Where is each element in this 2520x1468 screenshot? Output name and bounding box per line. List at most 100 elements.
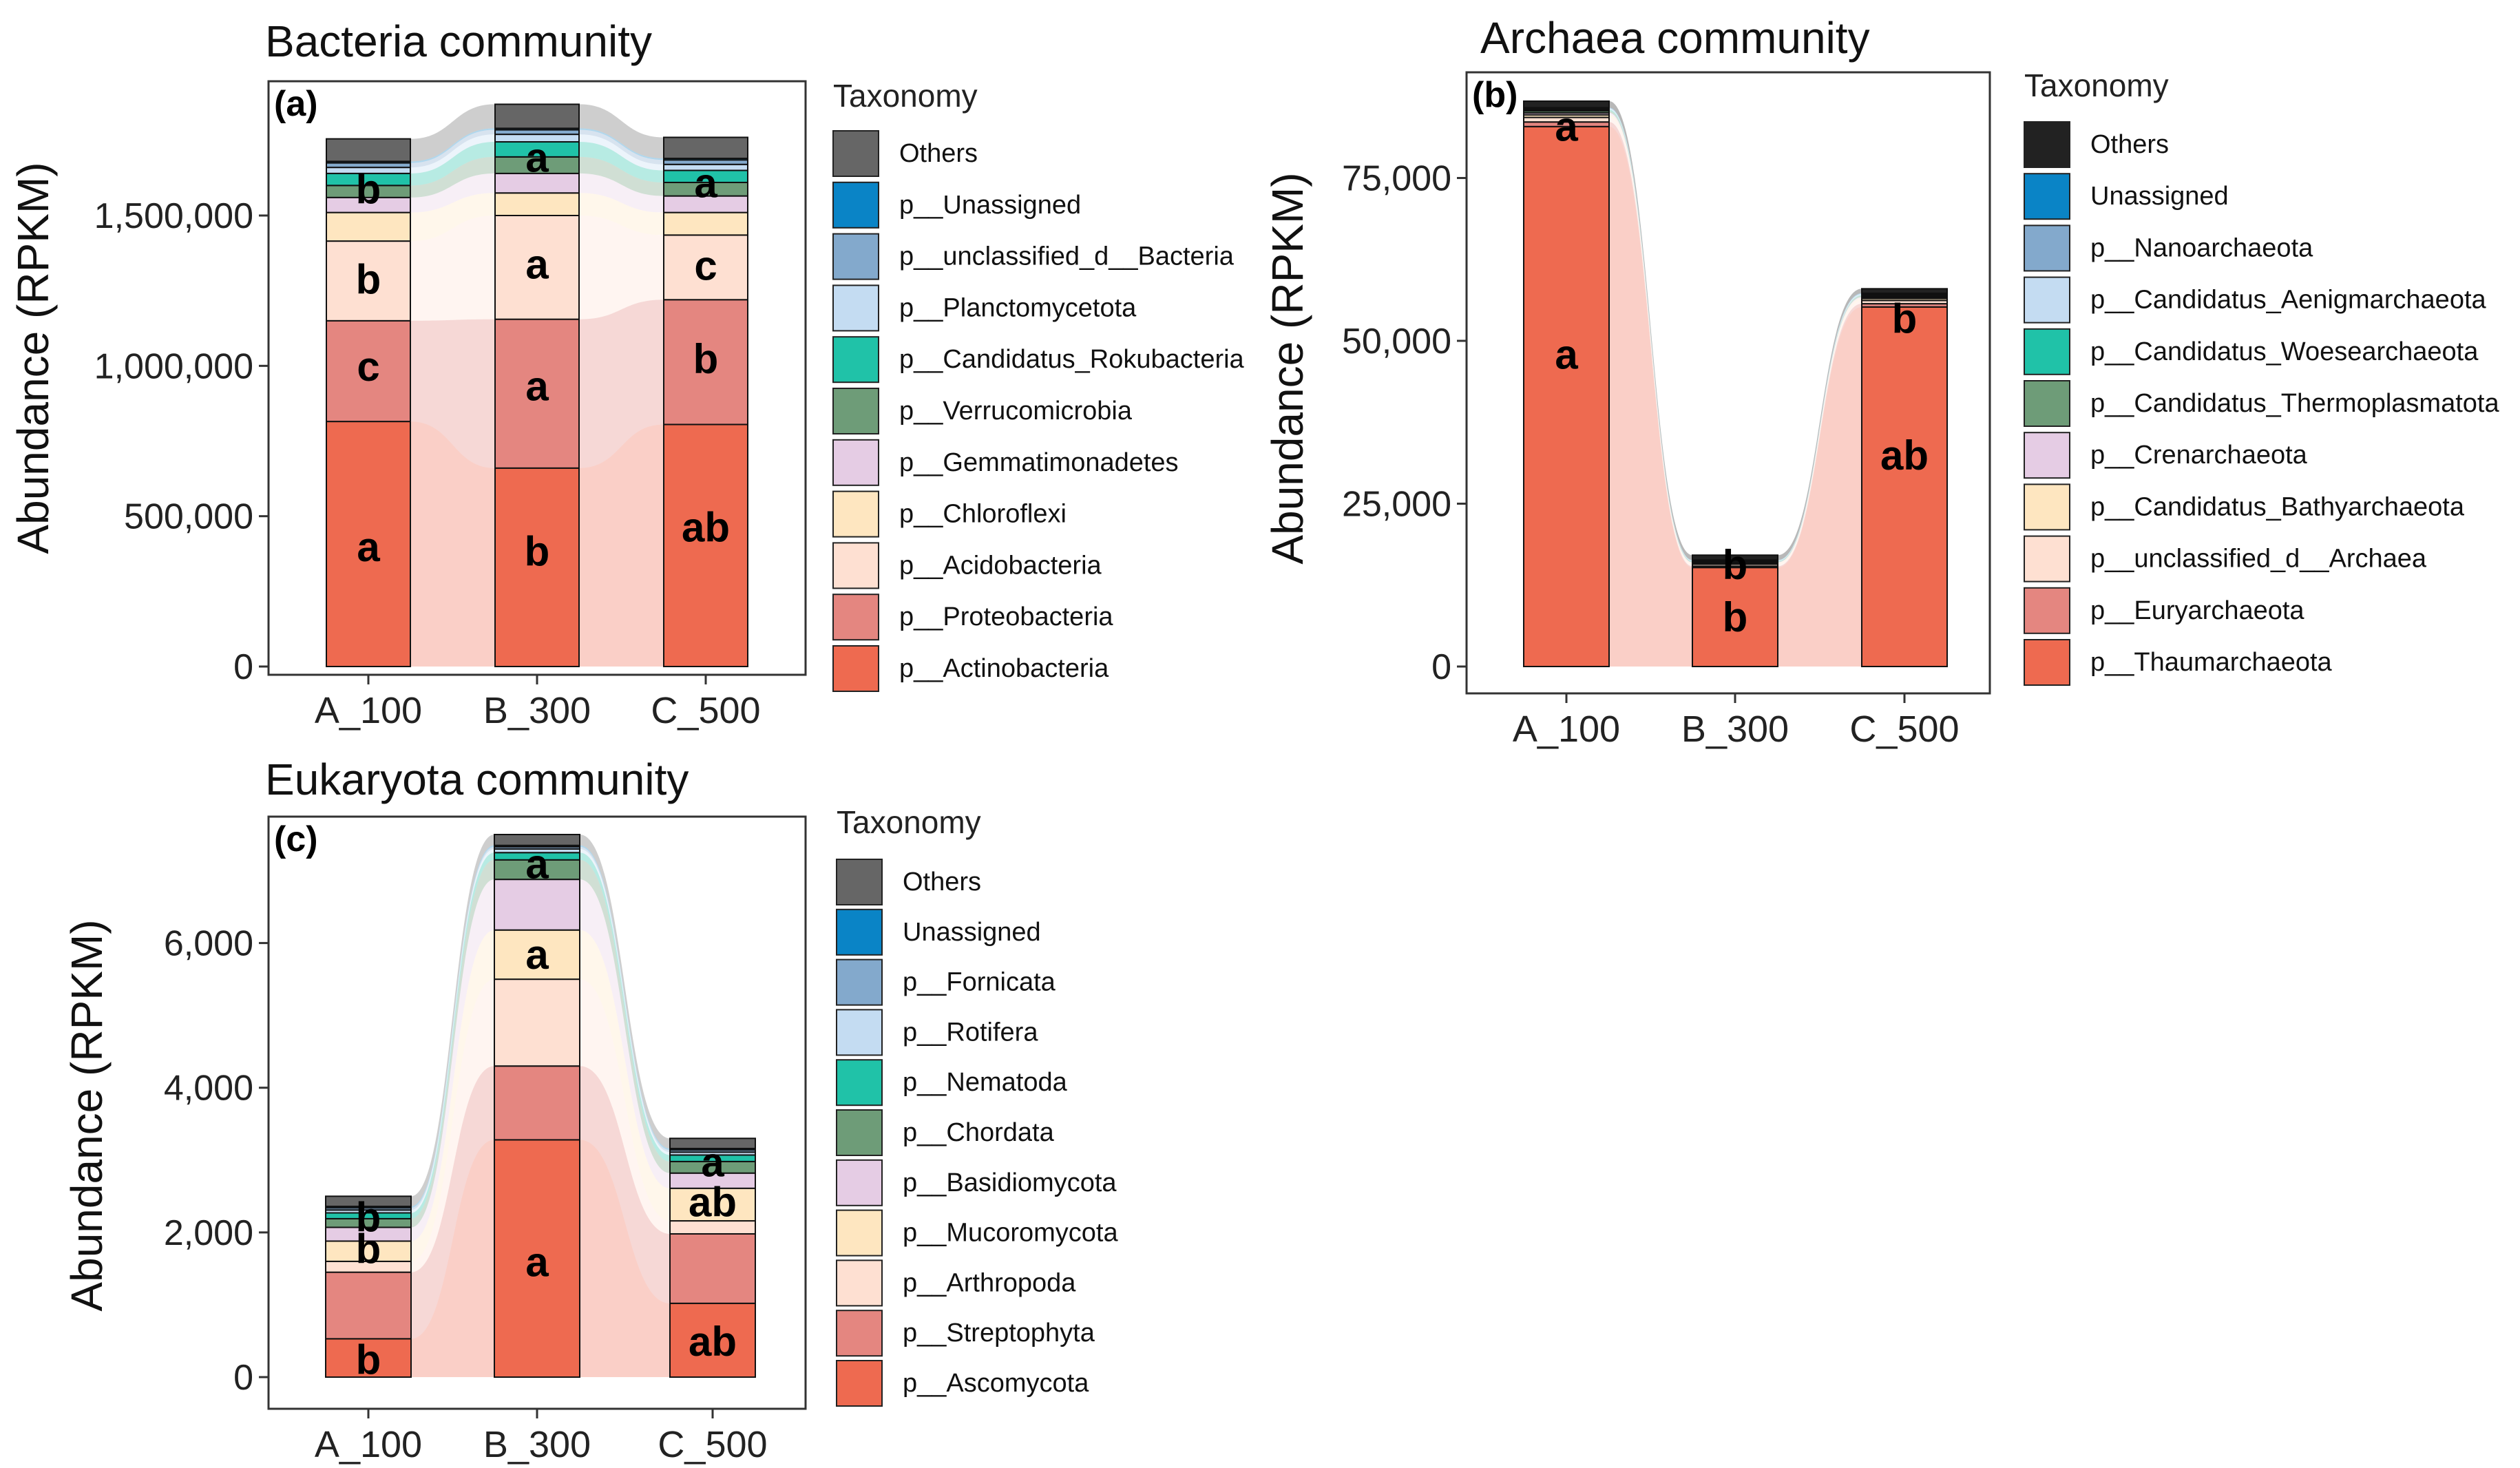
archaea-letter-5: b	[1892, 296, 1918, 342]
bacteria-legend-label-Others: Others	[899, 139, 978, 168]
bacteria-ytick-label-3: 1,500,000	[94, 196, 253, 236]
eukaryota-bar-C_500-p__Streptophyta	[669, 1233, 756, 1304]
eukaryota-flow-p__Arthropoda	[326, 979, 755, 1272]
bacteria-legend-title: Taxonomy	[833, 78, 978, 114]
eukaryota-ytick-label-2: 4,000	[164, 1069, 253, 1109]
bacteria-legend-label-p__Chloroflexi: p__Chloroflexi	[899, 500, 1067, 529]
bacteria-panel-label: (a)	[274, 84, 318, 124]
bacteria-bar-B_300-p__Proteobacteria	[494, 318, 580, 469]
archaea-bar-C_500-p__Thaumarchaeota	[1861, 306, 1948, 667]
eukaryota-letter-3: a	[525, 1239, 549, 1285]
bacteria-letter-6: a	[525, 241, 549, 287]
eukaryota-legend-label-p__Rotifera: p__Rotifera	[903, 1018, 1038, 1047]
bacteria-bar-A_100-Others	[326, 138, 411, 162]
archaea-flow-ribbons	[1524, 101, 1947, 667]
bacteria-legend-swatch-p__Gemmatimonadetes	[832, 439, 879, 486]
eukaryota-chart: Eukaryota communitybbbaaaababa(c)02,0004…	[62, 755, 1118, 1465]
eukaryota-letter-1: b	[356, 1226, 381, 1272]
bacteria-letter-3: b	[356, 166, 381, 212]
eukaryota-y-axis: 0 2,000 4,000 6,000	[164, 924, 269, 1398]
archaea-legend: Taxonomy Others Unassigned p__Nanoarchaeota…	[2024, 67, 2499, 686]
bacteria-letter-5: a	[525, 363, 549, 409]
bacteria-legend: Taxonomy Others p__Unassigned p__unclassifi…	[832, 78, 1245, 692]
eukaryota-legend-swatch-p__Ascomycota	[836, 1360, 883, 1407]
archaea-letter-2: b	[1723, 594, 1748, 640]
eukaryota-legend-swatch-Others	[836, 859, 883, 905]
eukaryota-flow-p__Rotifera	[326, 849, 755, 1213]
archaea-legend-title: Taxonomy	[2024, 67, 2169, 103]
eukaryota-ytick-label-3: 6,000	[164, 924, 253, 964]
bacteria-flow-Others	[326, 104, 748, 162]
archaea-letter-3: b	[1723, 542, 1748, 588]
bacteria-legend-label-p__Actinobacteria: p__Actinobacteria	[899, 654, 1109, 683]
archaea-legend-label-p__Candidatus_Aenigmarchaeota: p__Candidatus_Aenigmarchaeota	[2090, 286, 2487, 315]
bacteria-chart: Bacteria communityacbbbaaaabbca(a)0500,0…	[8, 17, 1245, 731]
eukaryota-legend-label-p__Mucoromycota: p__Mucoromycota	[903, 1219, 1118, 1248]
archaea-legend-swatch-p__Nanoarchaeota	[2024, 224, 2070, 272]
bacteria-flow-p__Planctomycetota	[326, 134, 748, 174]
eukaryota-ylabel: Abundance (RPKM)	[62, 919, 112, 1311]
archaea-panel-label: (b)	[1472, 75, 1518, 115]
eukaryota-flow-p__Chordata	[326, 859, 755, 1228]
eukaryota-legend-label-p__Arthropoda: p__Arthropoda	[903, 1268, 1076, 1297]
archaea-title: Archaea community	[1480, 13, 1870, 63]
bacteria-bar-C_500-p__Chloroflexi	[663, 211, 748, 236]
eukaryota-bar-B_300-p__Arthropoda	[494, 978, 580, 1067]
eukaryota-legend-label-p__Fornicata: p__Fornicata	[903, 968, 1056, 997]
bacteria-legend-label-p__Verrucomicrobia: p__Verrucomicrobia	[899, 397, 1133, 426]
archaea-xtick-label-B_300: B_300	[1681, 709, 1789, 750]
eukaryota-legend-title: Taxonomy	[837, 804, 981, 840]
eukaryota-xtick-label-A_100: A_100	[315, 1424, 422, 1465]
bacteria-legend-label-p__Gemmatimonadetes: p__Gemmatimonadetes	[899, 448, 1179, 477]
bacteria-letter-9: b	[693, 336, 719, 382]
eukaryota-legend-label-p__Chordata: p__Chordata	[903, 1118, 1055, 1147]
archaea-ytick-label-0: 0	[1431, 647, 1451, 687]
bacteria-ytick-label-2: 1,000,000	[94, 346, 253, 386]
bacteria-letter-7: a	[525, 134, 549, 180]
eukaryota-letter-6: ab	[689, 1319, 737, 1365]
eukaryota-flow-p__Streptophyta	[326, 1066, 755, 1339]
archaea-bar-A_100-Others	[1523, 100, 1610, 109]
bacteria-letter-10: c	[694, 243, 717, 289]
archaea-legend-label-p__Thaumarchaeota: p__Thaumarchaeota	[2090, 648, 2333, 677]
eukaryota-legend-swatch-p__Nematoda	[836, 1059, 883, 1107]
archaea-legend-swatch-p__Thaumarchaeota	[2024, 639, 2070, 686]
eukaryota-letter-7: ab	[689, 1179, 737, 1225]
bacteria-legend-label-p__Proteobacteria: p__Proteobacteria	[899, 602, 1113, 631]
archaea-xtick-label-C_500: C_500	[1849, 709, 1959, 750]
archaea-legend-label-p__Candidatus_Bathyarchaeota: p__Candidatus_Bathyarchaeota	[2090, 492, 2465, 521]
eukaryota-legend-swatch-p__Basidiomycota	[836, 1159, 883, 1206]
archaea-letter-4: ab	[1880, 432, 1929, 479]
eukaryota-legend-swatch-p__Fornicata	[836, 958, 883, 1006]
eukaryota-ytick-label-1: 2,000	[164, 1213, 253, 1253]
eukaryota-legend-label-p__Nematoda: p__Nematoda	[903, 1068, 1068, 1097]
bacteria-ylabel: Abundance (RPKM)	[8, 162, 58, 554]
eukaryota-legend-label-p__Ascomycota: p__Ascomycota	[903, 1369, 1089, 1398]
eukaryota-panel-label: (c)	[274, 819, 318, 859]
archaea-ytick-label-2: 50,000	[1342, 322, 1451, 361]
eukaryota-bar-B_300-Others	[494, 834, 580, 846]
bacteria-legend-swatch-p__Candidatus_Rokubacteria	[832, 336, 879, 384]
bacteria-legend-swatch-p__Unassigned	[832, 181, 879, 229]
eukaryota-bar-C_500-p__Ascomycota	[669, 1302, 756, 1378]
bacteria-flow-p__Chloroflexi	[326, 193, 748, 242]
eukaryota-bar-B_300-p__Mucoromycota	[494, 929, 580, 981]
archaea-chart: Archaea communityaabbabb(b)025,00050,000…	[1263, 13, 2499, 750]
eukaryota-legend-label-Others: Others	[903, 868, 981, 896]
eukaryota-xtick-label-C_500: C_500	[658, 1424, 767, 1465]
archaea-bars	[1523, 100, 1948, 668]
eukaryota-letter-5: a	[525, 841, 549, 888]
archaea-legend-swatch-Unassigned	[2024, 173, 2070, 220]
archaea-ytick-label-3: 75,000	[1342, 159, 1451, 199]
bacteria-title: Bacteria community	[265, 17, 652, 66]
eukaryota-x-axis: A_100 B_300 C_500	[315, 1409, 768, 1465]
bacteria-letter-8: ab	[682, 505, 730, 551]
archaea-letter-0: a	[1555, 332, 1578, 378]
bacteria-bar-B_300-Others	[494, 103, 580, 129]
eukaryota-bar-A_100-p__Streptophyta	[325, 1271, 412, 1340]
bacteria-letter-11: a	[694, 160, 717, 207]
bacteria-legend-label-p__Candidatus_Rokubacteria: p__Candidatus_Rokubacteria	[899, 345, 1245, 374]
bacteria-legend-swatch-p__unclassified_d__Bacteria	[832, 233, 879, 280]
